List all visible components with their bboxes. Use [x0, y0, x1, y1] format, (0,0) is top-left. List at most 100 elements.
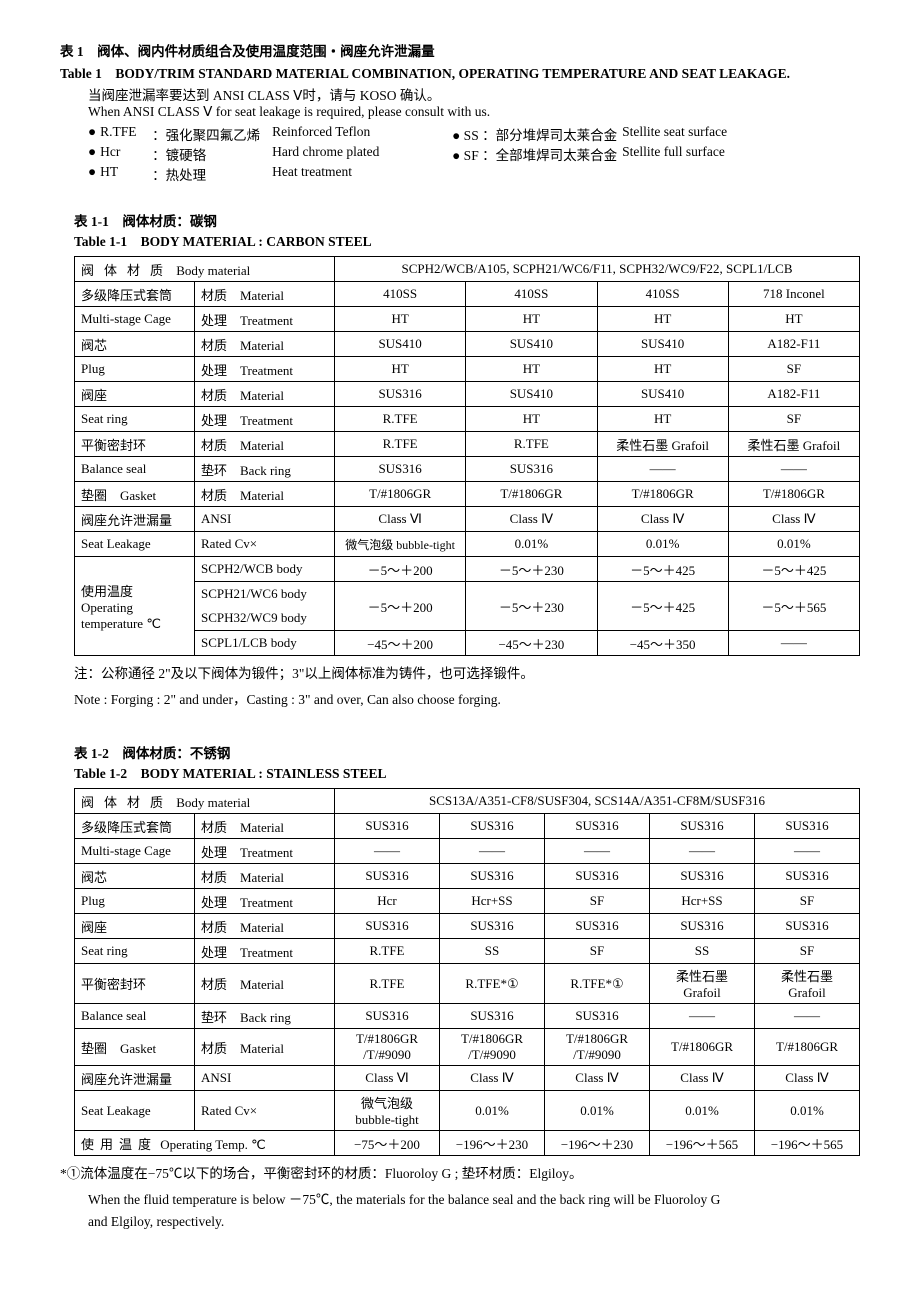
row-label-1: 垫圈 Gasket	[75, 1029, 195, 1066]
page-title-en: Table 1 BODY/TRIM STANDARD MATERIAL COMB…	[60, 62, 860, 82]
cell: R.TFE	[335, 964, 440, 1004]
cell: SUS316	[335, 382, 466, 407]
cell: Class Ⅳ	[650, 1066, 755, 1091]
cell: SUS410	[335, 332, 466, 357]
table-row: 阀芯材质 MaterialSUS316SUS316SUS316SUS316SUS…	[75, 864, 860, 889]
label-en: Body material	[176, 263, 250, 278]
cell: SUS316	[335, 864, 440, 889]
cell: －5～＋565	[728, 582, 859, 631]
table-note-en: Note : Forging : 2" and under，Casting : …	[74, 688, 860, 708]
row-label-2: 材质 Material	[195, 332, 335, 357]
cell: 柔性石墨 Grafoil	[597, 432, 728, 457]
row-label-2: 垫环 Back ring	[195, 457, 335, 482]
row-label-2: 材质 Material	[195, 964, 335, 1004]
section-title-cn: 表 1-2 阀体材质：不锈钢	[74, 742, 860, 762]
cell: Class Ⅳ	[440, 1066, 545, 1091]
row-label-2: 材质 Material	[195, 482, 335, 507]
cell: 0.01%	[650, 1091, 755, 1131]
cell: HT	[597, 407, 728, 432]
row-label-1: 阀座	[75, 914, 195, 939]
cell: Hcr+SS	[440, 889, 545, 914]
row-label-1: Seat ring	[75, 939, 195, 964]
table-row: Seat ring处理 TreatmentR.TFESSSFSSSF	[75, 939, 860, 964]
cell: SUS316	[650, 914, 755, 939]
row-label-2: 材质 Material	[195, 382, 335, 407]
cell: SUS410	[466, 382, 597, 407]
row-label-2: 垫环 Back ring	[195, 1004, 335, 1029]
row-label-1: 阀座允许泄漏量	[75, 1066, 195, 1091]
cell: ——	[650, 839, 755, 864]
legend-right-en: Stellite full surface	[622, 144, 725, 164]
legend-abbr: R.TFE	[100, 124, 152, 144]
cell: ——	[755, 1004, 860, 1029]
row-label-1: 阀芯	[75, 864, 195, 889]
cell: 0.01%	[597, 532, 728, 557]
body-material-label: 阀体材质 Body material	[75, 257, 335, 282]
label-en: Operating	[81, 600, 188, 616]
bullet-icon: ●	[88, 144, 96, 164]
temp-row-label: SCPL1/LCB body	[195, 631, 335, 656]
cell: ——	[335, 839, 440, 864]
row-label-2: 处理 Treatment	[195, 889, 335, 914]
table-row: Plug处理 TreatmentHcrHcr+SSSFHcr+SSSF	[75, 889, 860, 914]
cell: ——	[650, 1004, 755, 1029]
cell: SUS316	[650, 864, 755, 889]
table-row: Seat ring处理 TreatmentR.TFEHTHTSF	[75, 407, 860, 432]
cell: −196～＋565	[650, 1131, 755, 1156]
legend-abbr: Hcr	[100, 144, 152, 164]
temp-row-label: SCPH32/WC9 body	[195, 606, 335, 631]
cell: R.TFE*①	[545, 964, 650, 1004]
cell: 0.01%	[440, 1091, 545, 1131]
row-label-2: 材质 Material	[195, 432, 335, 457]
cell: ——	[440, 839, 545, 864]
cell: Class Ⅳ	[755, 1066, 860, 1091]
cell: Class Ⅵ	[335, 507, 466, 532]
cell: 0.01%	[728, 532, 859, 557]
cell: SUS316	[440, 864, 545, 889]
cell: Hcr+SS	[650, 889, 755, 914]
row-label-1: 垫圈 Gasket	[75, 482, 195, 507]
cell: −196～＋230	[545, 1131, 650, 1156]
body-material-label: 阀体材质 Body material	[75, 789, 335, 814]
cell: HT	[335, 357, 466, 382]
table-row: 多级降压式套筒材质 MaterialSUS316SUS316SUS316SUS3…	[75, 814, 860, 839]
row-label-2: 材质 Material	[195, 914, 335, 939]
section-title-en: Table 1-1 BODY MATERIAL : CARBON STEEL	[74, 230, 860, 250]
cell: Class Ⅳ	[597, 507, 728, 532]
table-row: Seat Leakage Rated Cv× 微气泡级bubble-tight …	[75, 1091, 860, 1131]
cell: SF	[728, 357, 859, 382]
cell: －5～＋230	[466, 582, 597, 631]
legend-en: Reinforced Teflon	[272, 124, 452, 144]
row-label-1: 多级降压式套筒	[75, 282, 195, 307]
cell: －5～＋200	[335, 557, 466, 582]
cell: Class Ⅳ	[545, 1066, 650, 1091]
cell: 410SS	[466, 282, 597, 307]
cell: 0.01%	[545, 1091, 650, 1131]
section-1-2: 表 1-2 阀体材质：不锈钢 Table 1-2 BODY MATERIAL :…	[74, 742, 860, 1156]
table-row: 垫圈 Gasket 材质 Material T/#1806GR/T/#9090 …	[75, 1029, 860, 1066]
cell: SS	[440, 939, 545, 964]
cell: 0.01%	[466, 532, 597, 557]
table-row: 阀座材质 MaterialSUS316SUS410SUS410A182-F11	[75, 382, 860, 407]
row-label-2: 处理 Treatment	[195, 407, 335, 432]
row-label-1: Balance seal	[75, 1004, 195, 1029]
cell: Hcr	[335, 889, 440, 914]
row-label-1: 平衡密封环	[75, 964, 195, 1004]
cell: －5～＋425	[597, 557, 728, 582]
cell: SF	[728, 407, 859, 432]
temp-row-label: SCPH21/WC6 body	[195, 582, 335, 607]
table-row: 阀座允许泄漏量ANSIClass ⅥClass ⅣClass ⅣClass Ⅳ	[75, 507, 860, 532]
cell: SUS316	[335, 457, 466, 482]
cell: －5～＋425	[728, 557, 859, 582]
table-row: Seat LeakageRated Cv×微气泡级 bubble-tight0.…	[75, 532, 860, 557]
table-row: 使用温度 Operating temperature ℃ SCPH2/WCB b…	[75, 557, 860, 582]
row-label-1: 阀座	[75, 382, 195, 407]
cell: HT	[728, 307, 859, 332]
legend-en: Hard chrome plated	[272, 144, 452, 164]
cell: 柔性石墨 Grafoil	[650, 964, 755, 1004]
cell: SUS316	[545, 1004, 650, 1029]
cell: HT	[466, 407, 597, 432]
legend-right-cn: ● SS ：部分堆焊司太莱合金	[452, 124, 622, 144]
cell: T/#1806GR	[728, 482, 859, 507]
header-note-en: When ANSI CLASS Ⅴ for seat leakage is re…	[88, 104, 860, 120]
